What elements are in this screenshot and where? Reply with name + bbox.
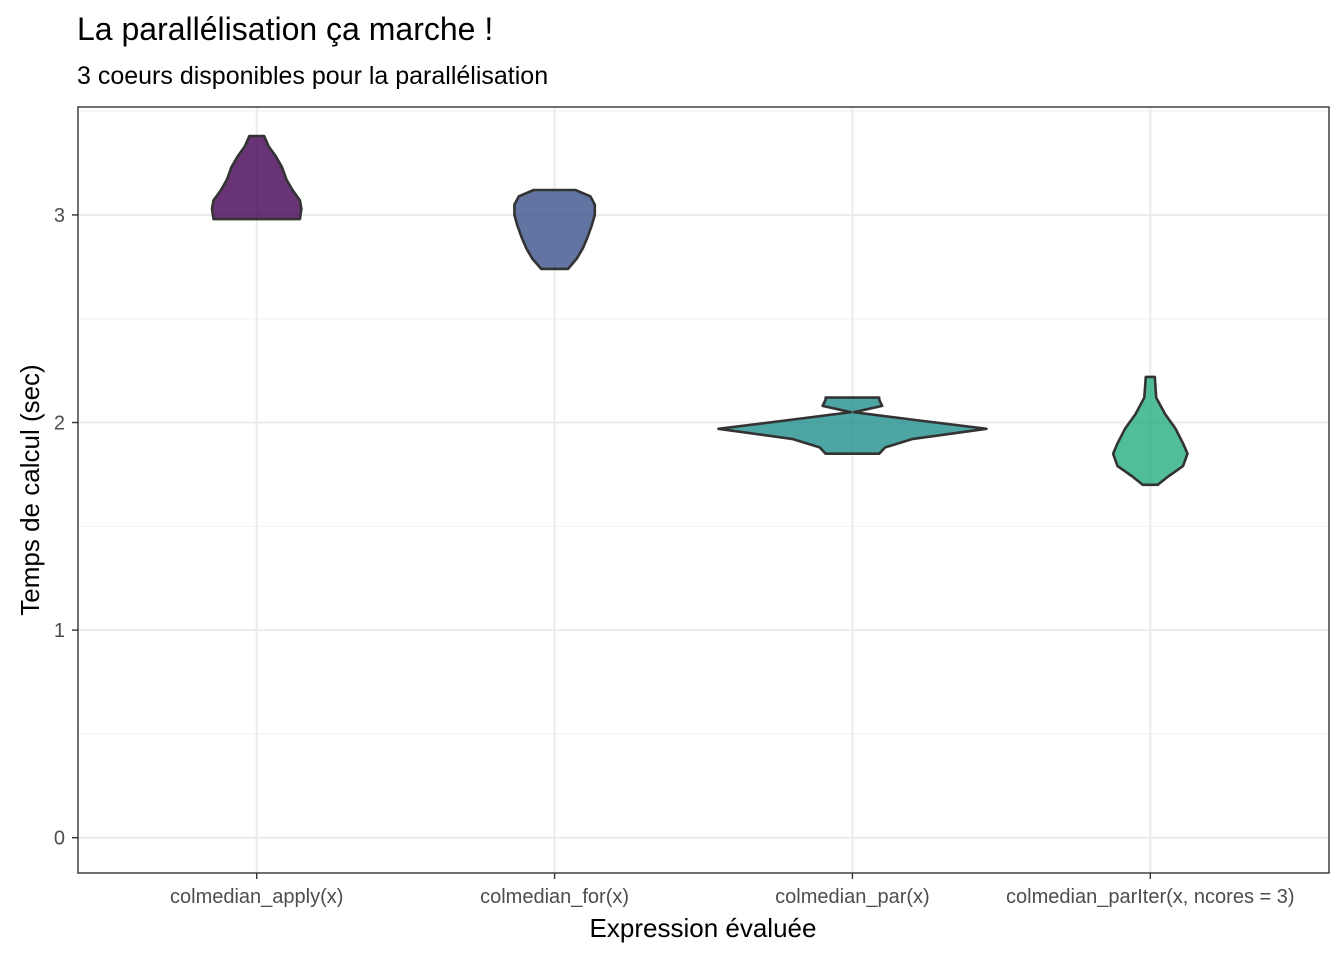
y-tick-label: 3 xyxy=(54,205,65,227)
x-axis-title: Expression évaluée xyxy=(590,913,817,943)
x-tick-label: colmedian_for(x) xyxy=(480,886,629,908)
violin-1 xyxy=(210,134,303,221)
violin-3 xyxy=(717,396,988,455)
x-tick-label: colmedian_parIter(x, ncores = 3) xyxy=(1006,886,1294,908)
x-tick-label: colmedian_apply(x) xyxy=(170,886,343,908)
y-axis-title: Temps de calcul (sec) xyxy=(15,364,45,615)
chart-title: La parallélisation ça marche ! xyxy=(77,11,493,47)
grid-lines xyxy=(78,107,1329,873)
y-tick-label: 2 xyxy=(54,413,65,435)
y-tick-label: 0 xyxy=(54,828,65,850)
plot-panel xyxy=(77,106,1330,874)
x-tick-label: colmedian_par(x) xyxy=(775,886,930,908)
y-tick-label: 1 xyxy=(54,620,65,642)
chart-subtitle: 3 coeurs disponibles pour la parallélisa… xyxy=(77,62,548,90)
violin-2 xyxy=(513,188,597,271)
violins xyxy=(210,134,1189,487)
violin-4 xyxy=(1111,375,1189,487)
axes: 0 1 2 3 colmedian_apply(x) colmedian_for(x) co… xyxy=(54,205,1295,908)
